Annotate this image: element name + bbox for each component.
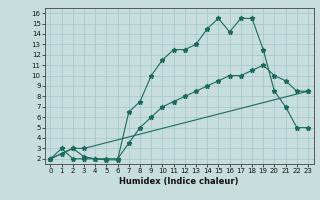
X-axis label: Humidex (Indice chaleur): Humidex (Indice chaleur) <box>119 177 239 186</box>
